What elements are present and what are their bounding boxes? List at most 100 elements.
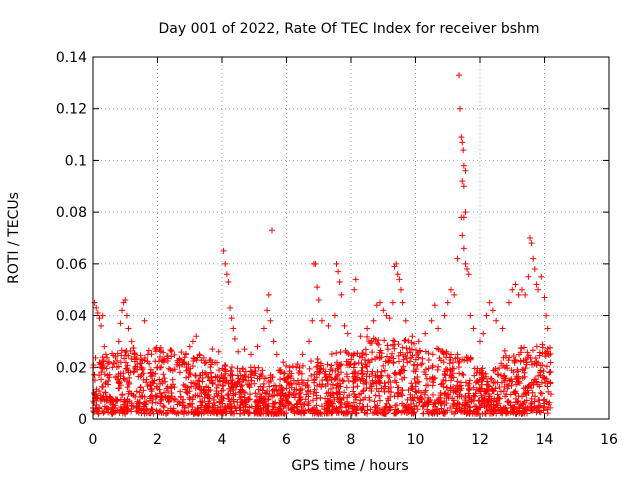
data-point [317,360,324,367]
data-point [409,333,416,340]
data-point [306,408,313,415]
data-point [364,368,371,375]
data-point [183,374,190,381]
data-point [322,368,329,375]
data-point [220,382,227,389]
data-point [125,352,132,359]
data-point [223,271,230,278]
data-point [228,368,235,375]
data-point [176,362,183,369]
data-point [545,388,552,395]
data-point [128,338,135,345]
data-point [214,404,221,411]
data-point [420,410,427,417]
data-point [510,369,517,376]
data-point [182,383,189,390]
data-point [530,379,537,386]
data-point [259,387,266,394]
data-point [450,359,457,366]
data-point [175,410,182,417]
data-point [260,383,267,390]
data-point [253,397,260,404]
data-point [447,377,454,384]
data-point [293,380,300,387]
data-point [323,374,330,381]
data-point [387,384,394,391]
data-point [302,396,309,403]
data-point [171,366,178,373]
data-point [284,399,291,406]
data-point [153,344,160,351]
data-point [141,317,148,324]
data-point [460,147,467,154]
data-point [130,402,137,409]
data-point [542,349,549,356]
data-point [124,367,131,374]
data-point [504,381,511,388]
data-point [324,361,331,368]
data-point [493,410,500,417]
data-point [512,281,519,288]
data-point [460,372,467,379]
data-point [227,388,234,395]
data-point [169,408,176,415]
data-point [372,374,379,381]
data-point [161,404,168,411]
data-point [521,373,528,380]
data-point [445,395,452,402]
data-point [359,364,366,371]
data-point [174,401,181,408]
data-point [357,333,364,340]
data-point [540,397,547,404]
data-point [363,379,370,386]
data-point [139,365,146,372]
data-point [117,359,124,366]
data-point [395,341,402,348]
data-point [160,402,167,409]
data-point [447,387,454,394]
data-point [391,338,398,345]
data-point [547,368,554,375]
data-point [189,338,196,345]
data-point [513,399,520,406]
data-point [460,162,467,169]
data-point [441,401,448,408]
data-point [456,370,463,377]
data-point [371,398,378,405]
data-point [483,403,490,410]
data-point [408,385,415,392]
data-point [491,406,498,413]
data-point [366,397,373,404]
data-point [476,387,483,394]
data-point [476,369,483,376]
data-point [288,391,295,398]
data-point [260,410,267,417]
data-point [538,273,545,280]
data-point [459,139,466,146]
data-point [252,390,259,397]
data-point [258,393,265,400]
data-point [399,376,406,383]
data-point [402,317,409,324]
data-point [285,398,292,405]
data-point [466,410,473,417]
data-point [115,385,122,392]
data-point [104,354,111,361]
data-point [483,388,490,395]
data-point [512,410,519,417]
data-point [328,362,335,369]
data-point [335,365,342,372]
data-point [103,395,110,402]
data-point [541,403,548,410]
data-point [399,368,406,375]
data-point [153,383,160,390]
data-point [483,312,490,319]
data-point [338,409,345,416]
data-point [381,405,388,412]
data-point [399,408,406,415]
data-point [196,351,203,358]
data-point [435,396,442,403]
data-point [317,394,324,401]
data-point [403,355,410,362]
